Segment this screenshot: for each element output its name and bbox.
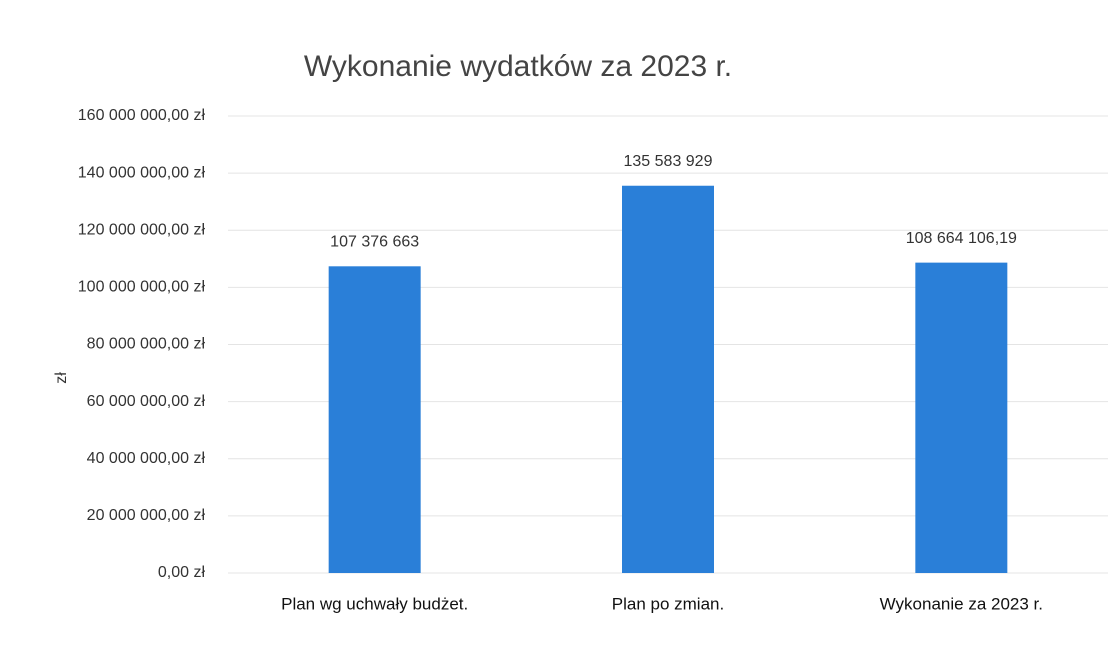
y-tick-label: 20 000 000,00 zł xyxy=(87,507,206,524)
bar xyxy=(622,185,714,573)
bar xyxy=(915,262,1008,573)
chart-title: Wykonanie wydatków za 2023 r. xyxy=(304,50,732,83)
x-tick-label: Plan wg uchwały budżet. xyxy=(281,594,468,613)
x-tick-label: Wykonanie za 2023 r. xyxy=(880,594,1043,613)
y-tick-label: 40 000 000,00 zł xyxy=(87,450,206,467)
y-tick-label: 80 000 000,00 zł xyxy=(87,336,206,353)
data-label: 135 583 929 xyxy=(624,153,713,170)
y-tick-label: 60 000 000,00 zł xyxy=(87,393,206,410)
y-tick-label: 100 000 000,00 zł xyxy=(78,279,206,296)
data-label: 107 376 663 xyxy=(330,234,419,251)
bar xyxy=(328,266,421,573)
y-tick-label: 160 000 000,00 zł xyxy=(78,107,206,124)
y-tick-label: 0,00 zł xyxy=(158,564,206,581)
y-tick-label: 140 000 000,00 zł xyxy=(78,164,206,181)
y-tick-label: 120 000 000,00 zł xyxy=(78,221,206,238)
data-label: 108 664 106,19 xyxy=(906,230,1017,247)
y-axis-label: zł xyxy=(53,372,70,384)
x-tick-label: Plan po zmian. xyxy=(612,594,724,613)
